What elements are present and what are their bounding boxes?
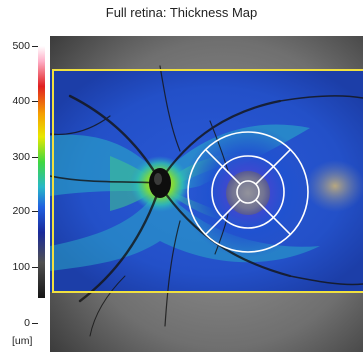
etdrs-spoke: [205, 149, 241, 185]
optic-cup: [154, 173, 162, 185]
scale-tick-mark: [32, 267, 38, 268]
scale-tick-mark: [32, 101, 38, 102]
scale-tick-mark: [32, 157, 38, 158]
thickness-colorbar: [38, 46, 45, 298]
etdrs-grid: [187, 131, 309, 253]
scale-tick-mark: [32, 323, 38, 324]
etdrs-spoke: [255, 149, 291, 185]
scale-tick-500: 500: [12, 40, 30, 52]
scale-tick-mark: [32, 46, 38, 47]
etdrs-center-ring: [236, 180, 260, 204]
etdrs-outer-ring: [187, 131, 309, 253]
scale-unit: [um]: [12, 335, 33, 347]
thickness-scale: 500 400 300 200 100 0: [0, 36, 50, 352]
scale-tick-0: 0: [24, 317, 30, 329]
scale-tick-mark: [32, 211, 38, 212]
etdrs-inner-ring: [211, 155, 285, 229]
etdrs-spoke: [205, 199, 241, 235]
fundus-thickness-image: [50, 36, 363, 352]
thickness-map-svg: [50, 36, 363, 352]
scale-tick-100: 100: [12, 261, 30, 273]
scale-tick-300: 300: [12, 151, 30, 163]
scale-tick-200: 200: [12, 205, 30, 217]
map-title: Full retina: Thickness Map: [105, 5, 258, 20]
retinal-vessels: [50, 65, 363, 337]
etdrs-spoke: [255, 199, 291, 235]
scan-area-border: [52, 69, 363, 293]
scale-tick-400: 400: [12, 95, 30, 107]
